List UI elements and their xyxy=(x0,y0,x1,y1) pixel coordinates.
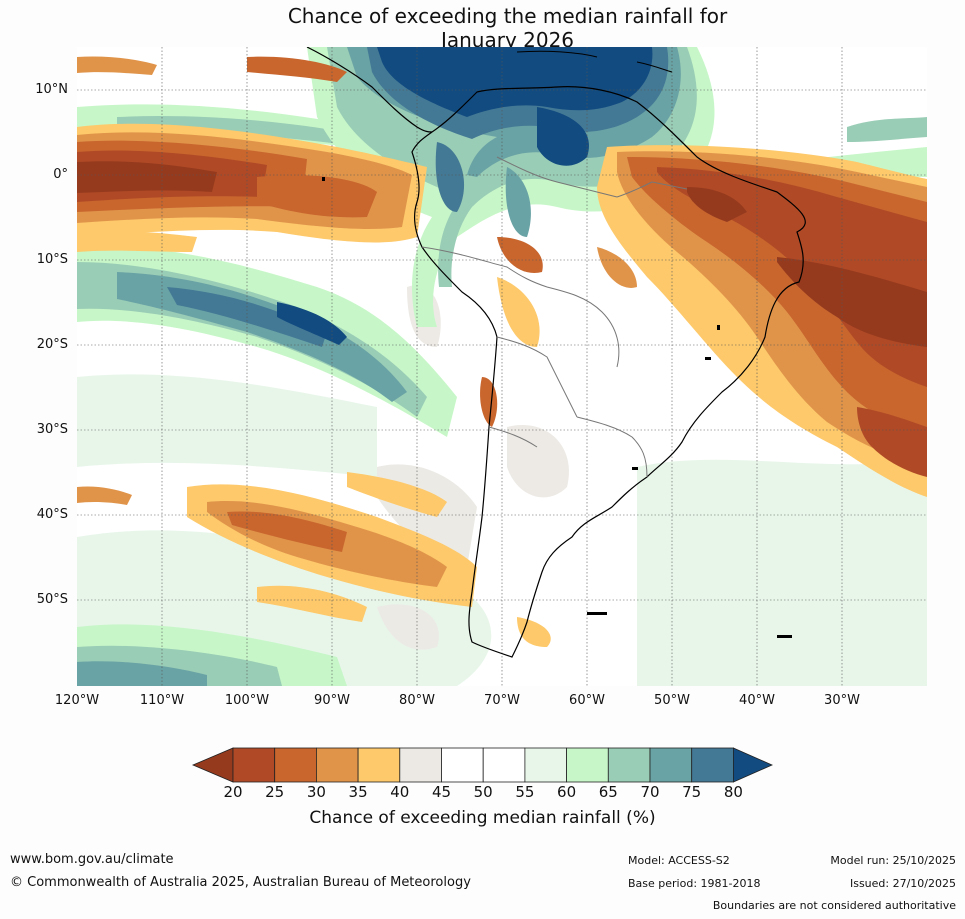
colorbar-swatch xyxy=(441,747,484,783)
lat-label: 40°S xyxy=(36,507,68,522)
colorbar-swatch xyxy=(357,747,401,783)
colorbar-high-arrow xyxy=(733,747,773,783)
lon-label: 40°W xyxy=(739,693,775,708)
colorbar-swatch xyxy=(232,747,276,783)
caribbean-islands xyxy=(516,50,673,73)
website-link[interactable]: www.bom.gov.au/climate xyxy=(10,852,174,867)
rainfall-probability-map xyxy=(77,47,927,686)
lon-label: 80°W xyxy=(399,693,435,708)
colorbar-tick: 30 xyxy=(306,783,326,801)
lon-label: 100°W xyxy=(224,693,270,708)
lat-label: 20°S xyxy=(36,337,68,352)
colorbar-tick: 75 xyxy=(682,783,702,801)
colorbar-tick: 60 xyxy=(557,783,577,801)
base-period-text: Base period: 1981-2018 xyxy=(628,877,761,890)
map-title: Chance of exceeding the median rainfall … xyxy=(0,4,965,52)
model-text: Model: ACCESS-S2 xyxy=(628,854,730,867)
lat-label: 10°S xyxy=(36,252,68,267)
lon-label: 50°W xyxy=(654,693,690,708)
colorbar-swatch xyxy=(566,747,609,783)
colorbar-low-arrow xyxy=(191,747,234,783)
islands xyxy=(322,177,792,638)
colorbar-tick: 40 xyxy=(390,783,410,801)
model-run-text: Model run: 25/10/2025 xyxy=(830,854,956,867)
copyright-text: © Commonwealth of Australia 2025, Austra… xyxy=(10,875,471,890)
lat-label: 30°S xyxy=(36,422,68,437)
colorbar-swatch xyxy=(524,747,567,783)
colorbar-tick: 35 xyxy=(348,783,368,801)
colorbar-tick: 45 xyxy=(431,783,452,801)
colorbar-swatch xyxy=(482,747,526,783)
colorbar-tick: 25 xyxy=(265,783,285,801)
colorbar-legend xyxy=(191,747,773,783)
colorbar-swatch xyxy=(274,747,317,783)
south-america-coastline xyxy=(411,86,806,658)
lat-label: 50°S xyxy=(36,592,68,607)
neutral-zones xyxy=(77,285,927,686)
colorbar-swatch xyxy=(316,747,359,783)
title-line-1: Chance of exceeding the median rainfall … xyxy=(287,4,728,28)
colorbar-tick: 70 xyxy=(640,783,660,801)
dry-signal-pacific xyxy=(77,56,427,252)
colorbar-tick: 80 xyxy=(723,783,743,801)
lat-label: 0° xyxy=(53,167,68,182)
lon-label: 120°W xyxy=(54,693,100,708)
lon-label: 70°W xyxy=(484,693,520,708)
colorbar-swatch xyxy=(649,747,693,783)
lon-label: 90°W xyxy=(314,693,350,708)
central-america-coastline xyxy=(306,47,433,133)
map-canvas xyxy=(77,47,927,686)
wet-signal-north xyxy=(307,47,715,327)
lon-label: 60°W xyxy=(569,693,605,708)
lon-label: 30°W xyxy=(824,693,860,708)
colorbar-tick: 50 xyxy=(473,783,493,801)
colorbar-tick: 65 xyxy=(598,783,618,801)
graticule xyxy=(77,47,927,686)
boundaries-note: Boundaries are not considered authoritat… xyxy=(712,899,956,912)
issued-text: Issued: 27/10/2025 xyxy=(849,877,956,890)
colorbar-swatch xyxy=(691,747,734,783)
colorbar-tick: 20 xyxy=(223,783,243,801)
colorbar-swatch xyxy=(399,747,442,783)
colorbar-swatch xyxy=(607,747,651,783)
colorbar-tick: 55 xyxy=(515,783,535,801)
lat-label: 10°N xyxy=(35,82,68,97)
colorbar-title: Chance of exceeding median rainfall (%) xyxy=(309,808,656,828)
lon-label: 110°W xyxy=(139,693,185,708)
country-borders xyxy=(421,156,688,478)
